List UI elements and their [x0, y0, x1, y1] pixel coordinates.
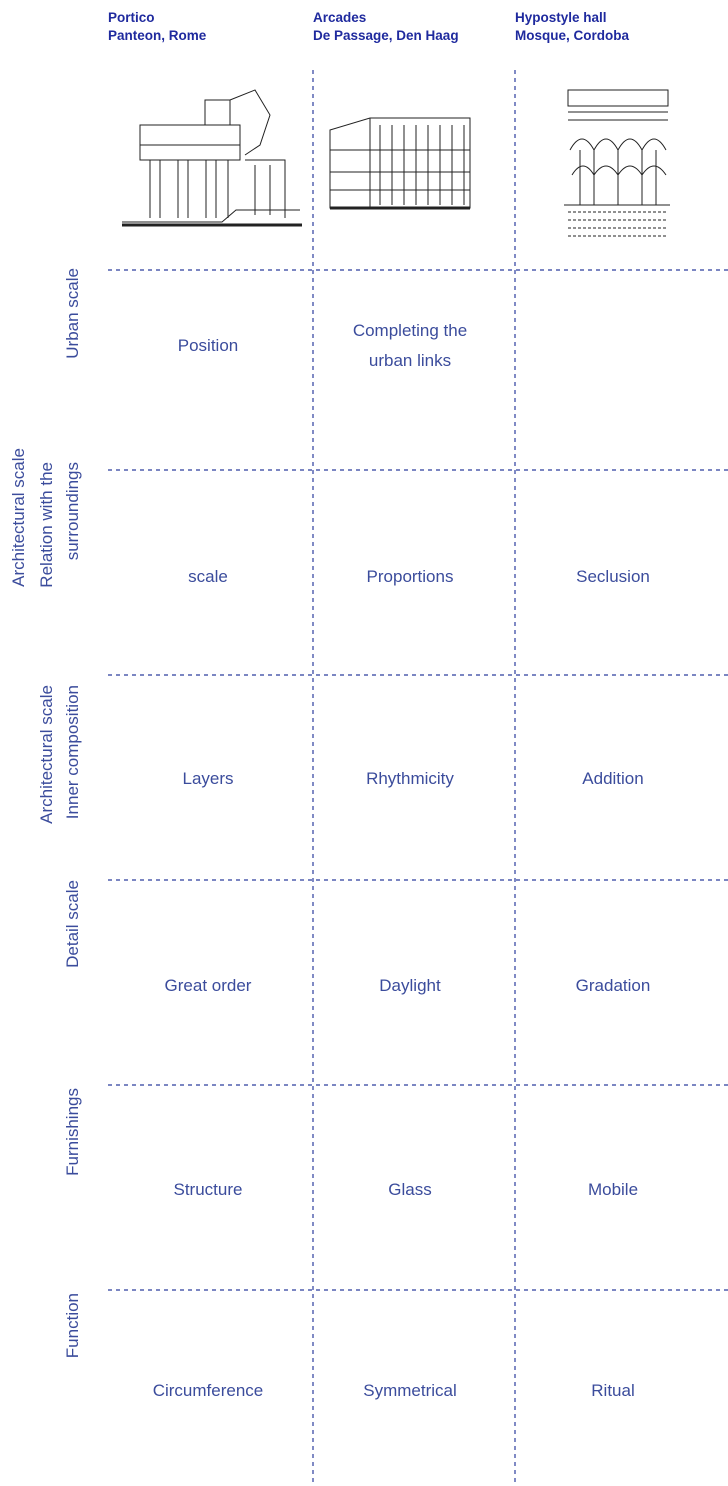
- sketch-hypostyle: [564, 89, 670, 237]
- cell-text: Completing the: [353, 321, 467, 340]
- cell-text: Glass: [388, 1180, 431, 1199]
- column-title: Arcades: [313, 10, 366, 25]
- cell-text: Symmetrical: [363, 1381, 457, 1400]
- cell-text: Gradation: [576, 976, 651, 995]
- row-label: Inner composition: [63, 685, 82, 819]
- row-label: Detail scale: [63, 880, 82, 968]
- cell-text: scale: [188, 567, 228, 586]
- column-title: Hypostyle hall: [515, 10, 607, 25]
- row-label: Relation with the: [37, 462, 56, 588]
- cell-text: Great order: [165, 976, 252, 995]
- cell-text: Seclusion: [576, 567, 650, 586]
- row-label: Architectural scale: [9, 448, 28, 587]
- column-subtitle: De Passage, Den Haag: [313, 28, 459, 43]
- column-title: Portico: [108, 10, 155, 25]
- row-label: Function: [63, 1293, 82, 1358]
- cell-text: Daylight: [379, 976, 441, 995]
- cell-text: Proportions: [367, 567, 454, 586]
- row-label: Urban scale: [63, 268, 82, 359]
- sketch-arcades: [329, 117, 471, 210]
- row-label: Furnishings: [63, 1088, 82, 1176]
- column-subtitle: Panteon, Rome: [108, 28, 207, 43]
- cell-text: Mobile: [588, 1180, 638, 1199]
- row-label: Architectural scale: [37, 685, 56, 824]
- cell-text: Structure: [174, 1180, 243, 1199]
- cell-text: Addition: [582, 769, 643, 788]
- cell-text: urban links: [369, 351, 451, 370]
- cell-text: Layers: [182, 769, 233, 788]
- cell-text: Position: [178, 336, 238, 355]
- row-label: surroundings: [63, 462, 82, 560]
- cell-text: Circumference: [153, 1381, 264, 1400]
- cell-text: Ritual: [591, 1381, 634, 1400]
- cell-text: Rhythmicity: [366, 769, 454, 788]
- column-subtitle: Mosque, Cordoba: [515, 28, 629, 43]
- sketch-portico: [122, 89, 302, 227]
